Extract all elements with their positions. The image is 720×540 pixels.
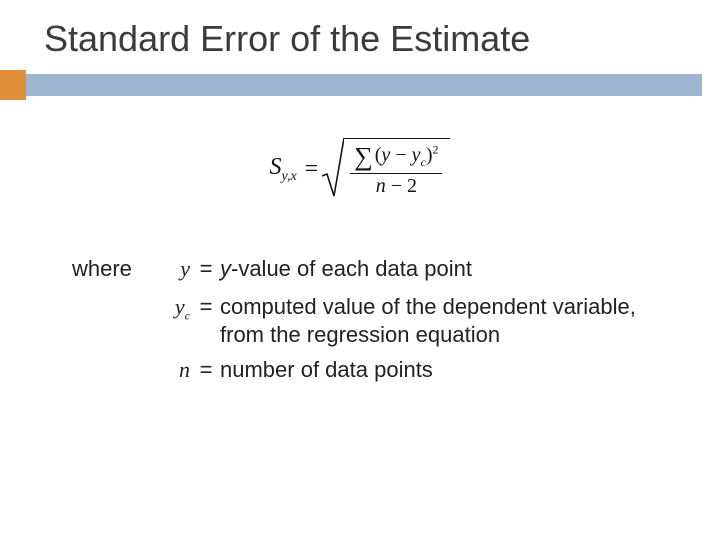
formula-rhs: ∑(y − yc)2 n − 2	[322, 136, 450, 203]
slide-title: Standard Error of the Estimate	[0, 0, 720, 70]
lhs-sub: y,x	[282, 169, 297, 184]
den-n: n	[376, 175, 386, 197]
radical-icon	[322, 136, 344, 203]
title-rule-accent	[0, 70, 26, 100]
num-y: y	[381, 144, 390, 166]
equals-sign: =	[305, 156, 319, 183]
def-symbol: y	[162, 255, 198, 293]
den-two: 2	[407, 175, 417, 197]
def-desc: y-value of each data point	[220, 255, 640, 293]
def-row: yc = computed value of the dependent var…	[162, 293, 640, 356]
numerator: ∑(y − yc)2	[350, 141, 442, 173]
denominator: n − 2	[372, 174, 421, 199]
def-eq: =	[198, 255, 220, 293]
where-label: where	[72, 255, 162, 282]
title-rule	[0, 70, 720, 98]
title-rule-bar	[26, 74, 702, 96]
radicand: ∑(y − yc)2 n − 2	[344, 138, 450, 201]
def-symbol: yc	[162, 293, 198, 356]
formula-block: Sy,x = ∑(y − yc)2 n − 2	[0, 136, 720, 203]
lhs-S: S	[270, 154, 282, 180]
def-desc: number of data points	[220, 356, 640, 394]
definitions-table: y = y-value of each data point yc = comp…	[162, 255, 640, 395]
sigma-icon: ∑	[354, 142, 373, 171]
def-row: n = number of data points	[162, 356, 640, 394]
formula-lhs: Sy,x	[270, 154, 297, 185]
def-eq: =	[198, 293, 220, 356]
def-row: y = y-value of each data point	[162, 255, 640, 293]
num-exp: 2	[432, 142, 438, 156]
num-minus: −	[395, 144, 406, 166]
den-minus: −	[391, 175, 402, 197]
def-symbol: n	[162, 356, 198, 394]
fraction: ∑(y − yc)2 n − 2	[350, 141, 442, 199]
definitions-block: where y = y-value of each data point yc …	[0, 255, 720, 395]
def-eq: =	[198, 356, 220, 394]
def-desc: computed value of the dependent variable…	[220, 293, 640, 356]
